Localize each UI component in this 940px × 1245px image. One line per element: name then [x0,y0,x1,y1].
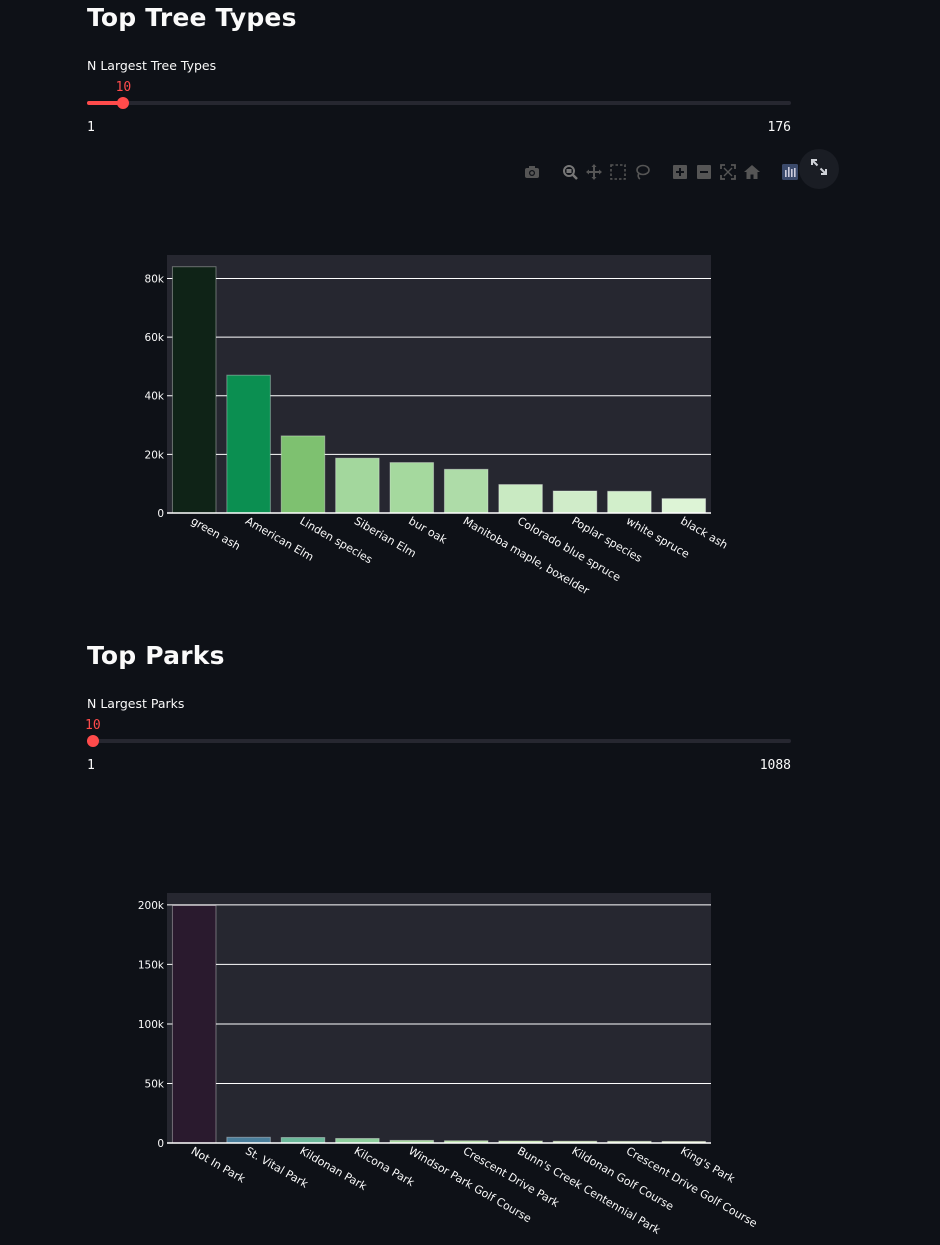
reset-axes-icon[interactable] [743,163,761,181]
y-tick-label: 80k [145,273,165,285]
lasso-select-icon[interactable] [633,163,651,181]
zoom-in-icon[interactable] [671,163,689,181]
y-tick-label: 150k [138,959,165,971]
bar[interactable] [335,457,380,514]
slider-track[interactable] [87,739,791,743]
x-tick-label: Not In Park [189,1144,248,1186]
bar[interactable] [389,462,435,514]
slider-value: 10 [85,718,101,733]
slider-value: 10 [115,80,132,95]
slider-max-label: 176 [767,120,791,135]
autoscale-icon[interactable] [719,163,737,181]
y-tick-label: 20k [145,449,165,461]
box-select-icon[interactable] [609,163,627,181]
slider-track-fill [87,101,124,105]
slider-min-label: 1 [87,120,95,135]
pan-icon[interactable] [585,163,603,181]
expand-icon [811,159,827,179]
section-title-tree-types: Top Tree Types [87,3,297,32]
zoom-icon[interactable] [561,163,579,181]
slider-label-tree-types: N Largest Tree Types [87,58,217,73]
slider-thumb[interactable] [117,97,130,109]
plot-modebar [520,157,802,187]
y-tick-label: 100k [138,1019,165,1031]
fullscreen-button[interactable] [799,149,839,189]
bar[interactable] [280,435,326,514]
y-tick-label: 60k [145,332,165,344]
slider-tree-types[interactable]: 10 [87,80,791,123]
slider-parks[interactable]: 10 [85,718,791,761]
slider-max-label: 1088 [759,758,791,773]
y-tick-label: 0 [157,508,164,520]
bar[interactable] [171,905,217,1144]
slider-track[interactable] [87,101,791,105]
bar[interactable] [171,266,217,514]
bar[interactable] [226,1136,271,1144]
y-tick-label: 200k [138,900,165,912]
y-tick-label: 40k [145,391,165,403]
plotly-logo-icon[interactable] [781,163,799,181]
slider-thumb[interactable] [86,735,99,747]
bar[interactable] [226,374,271,514]
bar[interactable] [280,1137,326,1144]
plot-area [167,893,711,1143]
y-tick-label: 0 [157,1138,164,1150]
y-tick-label: 50k [145,1078,165,1090]
slider-min-label: 1 [87,758,95,773]
bar[interactable] [443,468,489,514]
slider-label-parks: N Largest Parks [87,696,185,711]
bar[interactable] [498,484,543,514]
zoom-out-icon[interactable] [695,163,713,181]
camera-icon[interactable] [523,163,541,181]
section-title-parks: Top Parks [87,641,225,670]
